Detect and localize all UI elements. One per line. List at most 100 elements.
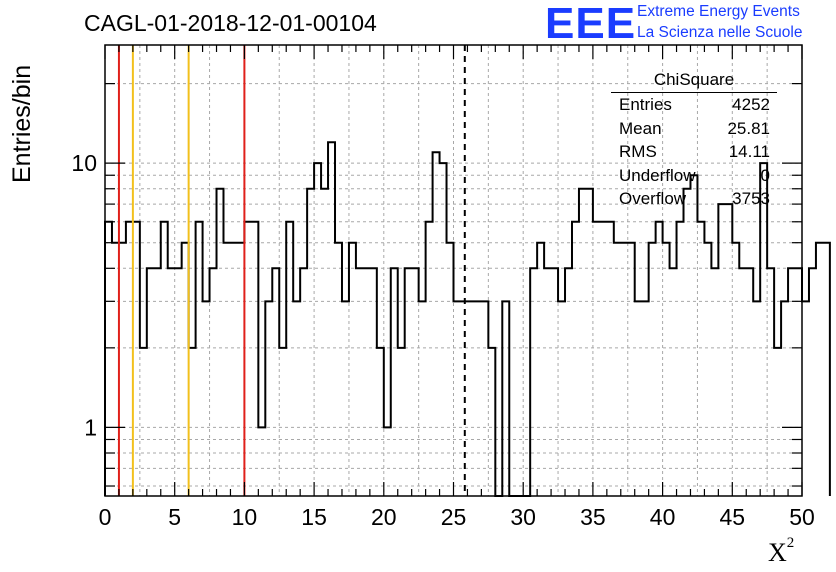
- x-tick-label: 45: [720, 504, 746, 530]
- histogram-bin: [405, 268, 412, 496]
- histogram-bin: [182, 243, 189, 496]
- histogram-bin: [537, 243, 544, 496]
- histogram-bin: [440, 163, 447, 496]
- histogram-bin: [690, 175, 697, 496]
- histogram-bin: [739, 268, 746, 496]
- histogram-bin: [684, 189, 691, 496]
- histogram-bin: [635, 301, 642, 496]
- eee-logo: EEE Extreme Energy Events La Scienza nel…: [545, 0, 835, 48]
- histogram-bin: [265, 301, 272, 496]
- histogram-bin: [649, 243, 656, 496]
- stats-value: 14.11: [728, 142, 770, 161]
- logo-line-2: La Scienza nelle Scuole: [637, 24, 803, 41]
- x-tick-label: 10: [232, 504, 258, 530]
- histogram-bin: [300, 268, 307, 496]
- histogram-bin: [363, 268, 370, 496]
- stats-value: 0: [760, 165, 770, 185]
- histogram-bin: [377, 348, 384, 496]
- stats-box: ChiSquare Entries 4252 Mean 25.81 RMS 14…: [611, 70, 777, 211]
- histogram-bin: [802, 301, 809, 496]
- run-title: CAGL-01-2018-12-01-00104: [84, 10, 377, 36]
- histogram-bin: [753, 301, 760, 496]
- histogram-bin: [628, 243, 635, 496]
- histogram-bin: [474, 301, 481, 496]
- histogram-bin: [760, 163, 767, 496]
- histogram-bin: [112, 243, 119, 496]
- histogram-bin: [210, 268, 217, 496]
- histogram-bin: [670, 268, 677, 496]
- histogram-bin: [725, 204, 732, 496]
- logo-line-1: Extreme Energy Events: [637, 3, 800, 20]
- histogram-bin: [823, 243, 830, 496]
- x-axis-label-sup: 2: [786, 535, 795, 552]
- stats-key: Overflow: [619, 189, 687, 208]
- histogram-bin: [168, 268, 175, 496]
- y-axis-label: Entries/bin: [8, 64, 36, 183]
- histogram-bin: [356, 268, 363, 496]
- x-tick-label: 5: [168, 504, 181, 530]
- histogram-bin: [203, 301, 210, 496]
- histogram-bin: [286, 222, 293, 496]
- histogram-bin: [419, 301, 426, 496]
- stats-value: 3753: [732, 189, 770, 208]
- histogram-bin: [809, 268, 816, 496]
- histogram-bin: [217, 189, 224, 496]
- histogram-bin: [133, 222, 140, 496]
- histogram-bin: [447, 243, 454, 496]
- histogram-bin: [614, 243, 621, 496]
- histogram-bin: [398, 348, 405, 496]
- y-tick-label: 10: [71, 150, 97, 176]
- histogram-bin: [607, 222, 614, 496]
- histogram-bin: [175, 268, 182, 496]
- histogram-bin: [788, 268, 795, 496]
- histogram-bin: [251, 222, 258, 496]
- histogram-bin: [189, 348, 196, 496]
- histogram-bin: [586, 189, 593, 496]
- x-tick-label: 15: [301, 504, 327, 530]
- x-tick-label: 50: [789, 504, 815, 530]
- stats-value: 4252: [732, 95, 770, 114]
- histogram-bin: [572, 222, 579, 496]
- histogram-bin: [391, 268, 398, 496]
- histogram-bin: [663, 243, 670, 496]
- histogram-bin: [244, 222, 251, 496]
- histogram-bin: [272, 268, 279, 496]
- x-axis-label: X2: [768, 535, 795, 568]
- y-tick-label: 1: [84, 414, 97, 440]
- histogram-bin: [230, 243, 237, 496]
- histogram-bin: [816, 243, 823, 496]
- histogram-bin: [642, 301, 649, 496]
- histogram-bin: [140, 348, 147, 496]
- histogram-bin: [454, 301, 461, 496]
- histogram-bin: [328, 142, 335, 496]
- eee-logo-mark: EEE: [545, 0, 637, 48]
- x-tick-label: 0: [99, 504, 112, 530]
- histogram-bin: [677, 222, 684, 496]
- stats-row-overflow: Overflow 3753: [611, 187, 777, 211]
- histogram-bin: [370, 268, 377, 496]
- histogram-bin: [467, 301, 474, 496]
- histogram-bin: [279, 348, 286, 496]
- stats-value: 25.81: [727, 118, 770, 138]
- x-axis-label-base: X: [768, 538, 787, 567]
- stats-row-rms: RMS 14.11: [611, 140, 777, 164]
- histogram-bin: [781, 301, 788, 496]
- histogram-bin: [481, 301, 488, 496]
- stats-title: ChiSquare: [611, 70, 777, 93]
- histogram-bin: [621, 243, 628, 496]
- histogram-bin: [119, 243, 126, 496]
- x-tick-label: 40: [650, 504, 676, 530]
- stats-key: Entries: [619, 95, 672, 114]
- histogram-bin: [105, 222, 112, 496]
- histogram-bin: [565, 268, 572, 496]
- histogram-bin: [558, 301, 565, 496]
- stats-key: Mean: [619, 118, 662, 138]
- stats-row-underflow: Underflow 0: [611, 164, 777, 188]
- histogram-bin: [551, 268, 558, 496]
- histogram-bin: [732, 243, 739, 496]
- histogram-bin: [349, 243, 356, 496]
- histogram-bin: [426, 222, 433, 496]
- histogram-bin: [593, 222, 600, 496]
- histogram-bin: [147, 268, 154, 496]
